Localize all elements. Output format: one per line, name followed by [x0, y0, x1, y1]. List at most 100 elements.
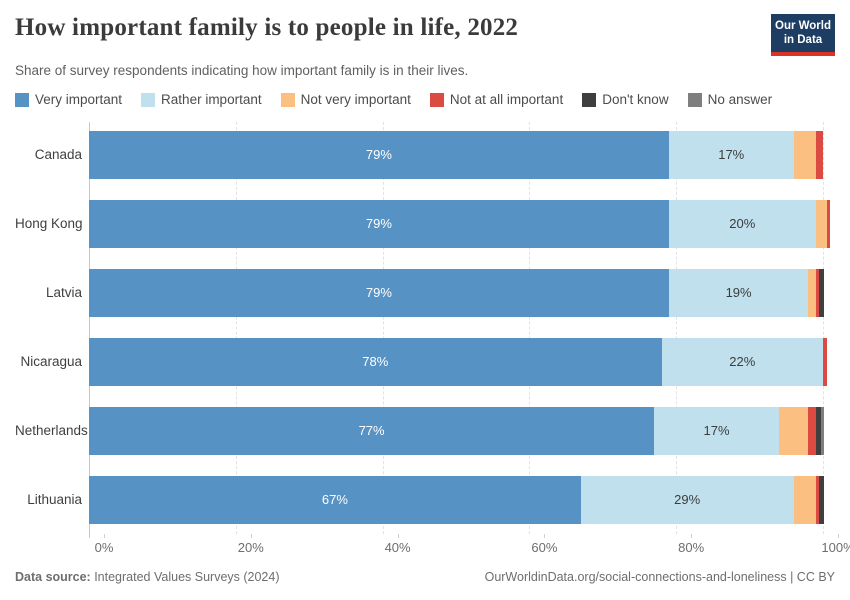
owid-logo-line2: in Data: [783, 34, 823, 46]
segment-value-label: 29%: [674, 492, 701, 507]
bar-segment-very-important[interactable]: 78%: [89, 337, 662, 386]
bar-row-latvia: Latvia 79% 19%: [15, 258, 835, 327]
gridline-20pct: [235, 122, 237, 534]
legend-item-very-important[interactable]: Very important: [15, 92, 122, 107]
legend-item-no-answer[interactable]: No answer: [687, 92, 773, 107]
legend-label: Very important: [35, 92, 123, 107]
tick-mark: [397, 534, 399, 538]
legend-swatch-icon: [687, 92, 702, 107]
bar-segment-not-at-all-important[interactable]: [808, 406, 816, 455]
bar-segment-very-important[interactable]: 77%: [89, 406, 655, 455]
bar-segment-not-at-all-important[interactable]: [815, 130, 823, 179]
bar-segment-not-at-all-important[interactable]: [815, 475, 820, 524]
data-source-label: Data source:: [15, 570, 91, 584]
tick-mark: [838, 534, 839, 538]
segment-value-label: 79%: [365, 216, 392, 231]
legend-swatch-icon: [582, 92, 597, 107]
tick-mark: [691, 534, 693, 538]
segment-value-label: 22%: [729, 354, 756, 369]
legend-label: Rather important: [161, 92, 262, 107]
data-source-text: Integrated Values Surveys (2024): [90, 570, 280, 584]
tick-mark: [104, 534, 105, 538]
bar-segment-rather-important[interactable]: 17%: [654, 406, 779, 455]
bar-rows: Canada 79% 17% Hong Kong 79% 20% Latvia 79% 19% N…: [15, 120, 835, 534]
bar-segment-very-important[interactable]: 79%: [89, 130, 669, 179]
tick-mark: [544, 534, 546, 538]
bar-segment-rather-important[interactable]: 19%: [668, 268, 809, 317]
gridline-100pct: [823, 122, 824, 534]
bar-segment-not-very-important[interactable]: [793, 130, 816, 179]
bar-row-netherlands: Netherlands 77% 17%: [15, 396, 835, 465]
segment-value-label: 77%: [358, 423, 385, 438]
bar-segment-not-at-all-important[interactable]: [815, 268, 820, 317]
gridline-80pct: [676, 122, 678, 534]
x-tick-label: 0%: [94, 540, 114, 555]
data-source-note: Data source: Integrated Values Surveys (…: [15, 570, 280, 584]
x-tick-label: 40%: [384, 540, 411, 555]
owid-chart-page: How important family is to people in lif…: [15, 14, 850, 555]
legend-swatch-icon: [15, 92, 29, 107]
owid-logo[interactable]: Our World in Data: [771, 14, 835, 56]
x-tick-label: 20%: [237, 540, 264, 555]
y-axis-line: [89, 122, 90, 538]
segment-value-label: 79%: [365, 285, 392, 300]
bar-segment-don-t-know[interactable]: [819, 268, 825, 317]
chart-subtitle: Share of survey respondents indicating h…: [15, 63, 469, 78]
segment-value-label: 78%: [362, 354, 389, 369]
owid-logo-line1: Our World: [775, 20, 832, 32]
country-label: Hong Kong: [15, 216, 83, 231]
bar-track: 79% 17%: [89, 130, 823, 179]
segment-value-label: 19%: [725, 285, 752, 300]
bar-segment-don-t-know[interactable]: [819, 475, 825, 524]
gridline-60pct: [529, 122, 531, 534]
country-label: Canada: [34, 147, 82, 162]
footer-link[interactable]: OurWorldinData.org/social-connections-an…: [484, 570, 835, 584]
bar-segment-not-very-important[interactable]: [793, 475, 816, 524]
tick-mark: [250, 534, 252, 538]
bar-segment-very-important[interactable]: 79%: [89, 268, 669, 317]
grid-layer: [89, 122, 824, 538]
bar-segment-not-very-important[interactable]: [815, 199, 827, 248]
bar-segment-rather-important[interactable]: 29%: [580, 475, 794, 524]
bar-segment-rather-important[interactable]: 22%: [661, 337, 823, 386]
bar-segment-don-t-know[interactable]: [815, 406, 822, 455]
bar-track: 78% 22%: [89, 337, 827, 386]
segment-value-label: 17%: [703, 423, 730, 438]
x-tick-label: 100%: [821, 540, 850, 555]
bar-segment-not-very-important[interactable]: [808, 268, 816, 317]
bar-segment-rather-important[interactable]: 17%: [668, 130, 794, 179]
bar-row-canada: Canada 79% 17%: [15, 120, 835, 189]
bar-segment-rather-important[interactable]: 20%: [668, 199, 816, 248]
chart-plot: Canada 79% 17% Hong Kong 79% 20% Latvia 79% 19% N…: [15, 120, 835, 538]
bar-row-lithuania: Lithuania 67% 29%: [15, 465, 835, 534]
country-label: Nicaragua: [20, 354, 82, 369]
footer: Data source: Integrated Values Surveys (…: [15, 570, 835, 584]
bar-segment-very-important[interactable]: 67%: [89, 475, 581, 524]
segment-value-label: 79%: [365, 147, 392, 162]
page-title: How important family is to people in lif…: [15, 14, 519, 41]
legend-label: Not at all important: [449, 92, 564, 107]
bar-segment-not-at-all-important[interactable]: [822, 337, 827, 386]
country-label: Latvia: [45, 285, 82, 300]
legend-swatch-icon: [141, 92, 156, 107]
bar-segment-not-very-important[interactable]: [778, 406, 809, 455]
legend-item-not-very-important[interactable]: Not very important: [280, 92, 411, 107]
legend-swatch-icon: [429, 92, 444, 107]
country-label: Lithuania: [27, 492, 82, 507]
segment-value-label: 17%: [718, 147, 745, 162]
legend-item-rather-important[interactable]: Rather important: [141, 92, 262, 107]
country-label: Netherlands: [15, 423, 88, 438]
bar-segment-very-important[interactable]: 79%: [89, 199, 669, 248]
bar-track: 67% 29%: [89, 475, 825, 524]
bar-segment-not-at-all-important[interactable]: [826, 199, 831, 248]
legend-item-don-t-know[interactable]: Don't know: [582, 92, 669, 107]
bar-segment-no-answer[interactable]: [821, 406, 824, 455]
legend-label: Don't know: [602, 92, 669, 107]
bar-track: 79% 19%: [89, 268, 825, 317]
legend: Very important Rather important Not very i…: [15, 92, 835, 107]
legend-label: No answer: [707, 92, 773, 107]
bar-track: 77% 17%: [89, 406, 824, 455]
legend-swatch-icon: [280, 92, 295, 107]
legend-item-not-at-all-important[interactable]: Not at all important: [429, 92, 564, 107]
segment-value-label: 20%: [729, 216, 756, 231]
